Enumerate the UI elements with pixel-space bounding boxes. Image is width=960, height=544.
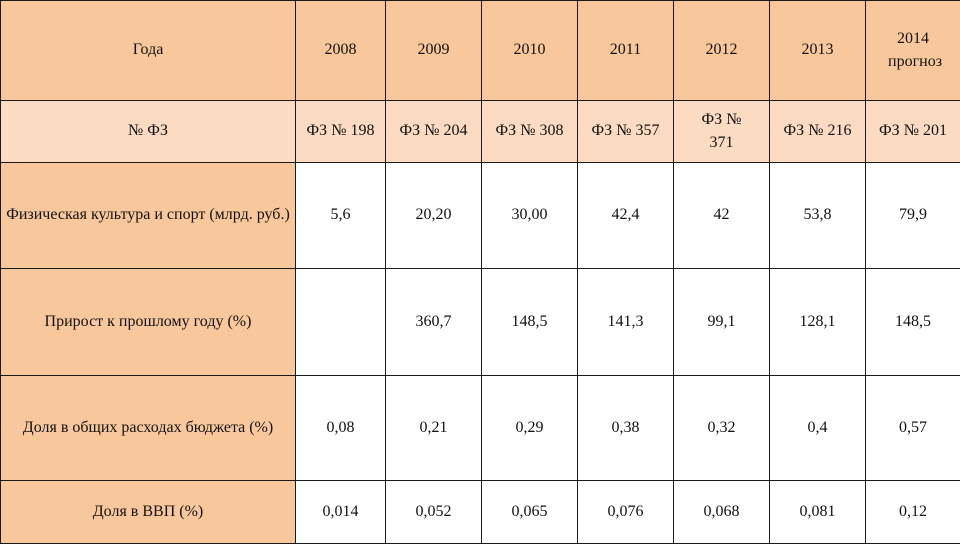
row-label-gdp-share: Доля в ВВП (%) bbox=[1, 481, 296, 544]
data-cell: 20,20 bbox=[386, 163, 482, 269]
year-cell: 2010 bbox=[482, 1, 578, 101]
data-cell bbox=[296, 269, 386, 376]
row-label-sport-spending: Физическая культура и спорт (млрд. руб.) bbox=[1, 163, 296, 269]
data-cell: 0,57 bbox=[866, 376, 960, 481]
law-cell: ФЗ № 204 bbox=[386, 101, 482, 163]
data-cell: 0,014 bbox=[296, 481, 386, 544]
header-label-cell: Года bbox=[1, 1, 296, 101]
data-cell: 360,7 bbox=[386, 269, 482, 376]
data-cell: 30,00 bbox=[482, 163, 578, 269]
data-cell: 0,32 bbox=[674, 376, 770, 481]
data-cell: 42 bbox=[674, 163, 770, 269]
law-cell: ФЗ № 216 bbox=[770, 101, 866, 163]
data-cell: 0,068 bbox=[674, 481, 770, 544]
data-cell: 0,076 bbox=[578, 481, 674, 544]
year-cell: 2012 bbox=[674, 1, 770, 101]
year-cell: 2009 bbox=[386, 1, 482, 101]
data-cell: 128,1 bbox=[770, 269, 866, 376]
laws-label-cell: № ФЗ bbox=[1, 101, 296, 163]
data-cell: 0,12 bbox=[866, 481, 960, 544]
data-cell: 148,5 bbox=[482, 269, 578, 376]
laws-row: № ФЗ ФЗ № 198 ФЗ № 204 ФЗ № 308 ФЗ № 357… bbox=[1, 101, 960, 163]
data-cell: 0,052 bbox=[386, 481, 482, 544]
data-cell: 5,6 bbox=[296, 163, 386, 269]
data-cell: 42,4 bbox=[578, 163, 674, 269]
data-cell: 79,9 bbox=[866, 163, 960, 269]
data-cell: 0,065 bbox=[482, 481, 578, 544]
law-cell: ФЗ № 201 bbox=[866, 101, 960, 163]
data-cell: 0,081 bbox=[770, 481, 866, 544]
header-row: Года 2008 2009 2010 2011 2012 2013 2014 … bbox=[1, 1, 960, 101]
table-row: Физическая культура и спорт (млрд. руб.)… bbox=[1, 163, 960, 269]
law-cell: ФЗ № 357 bbox=[578, 101, 674, 163]
data-cell: 0,29 bbox=[482, 376, 578, 481]
data-cell: 0,38 bbox=[578, 376, 674, 481]
table-row: Доля в общих расходах бюджета (%) 0,08 0… bbox=[1, 376, 960, 481]
row-label-growth: Прирост к прошлому году (%) bbox=[1, 269, 296, 376]
law-cell: ФЗ № 371 bbox=[674, 101, 770, 163]
year-cell: 2014 прогноз bbox=[866, 1, 960, 101]
data-cell: 0,08 bbox=[296, 376, 386, 481]
data-cell: 148,5 bbox=[866, 269, 960, 376]
data-cell: 0,4 bbox=[770, 376, 866, 481]
data-cell: 141,3 bbox=[578, 269, 674, 376]
year-cell: 2008 bbox=[296, 1, 386, 101]
law-cell: ФЗ № 198 bbox=[296, 101, 386, 163]
data-cell: 0,21 bbox=[386, 376, 482, 481]
data-cell: 53,8 bbox=[770, 163, 866, 269]
year-cell: 2011 bbox=[578, 1, 674, 101]
table-row: Прирост к прошлому году (%) 360,7 148,5 … bbox=[1, 269, 960, 376]
row-label-budget-share: Доля в общих расходах бюджета (%) bbox=[1, 376, 296, 481]
table-row: Доля в ВВП (%) 0,014 0,052 0,065 0,076 0… bbox=[1, 481, 960, 544]
year-cell: 2013 bbox=[770, 1, 866, 101]
law-cell: ФЗ № 308 bbox=[482, 101, 578, 163]
data-cell: 99,1 bbox=[674, 269, 770, 376]
